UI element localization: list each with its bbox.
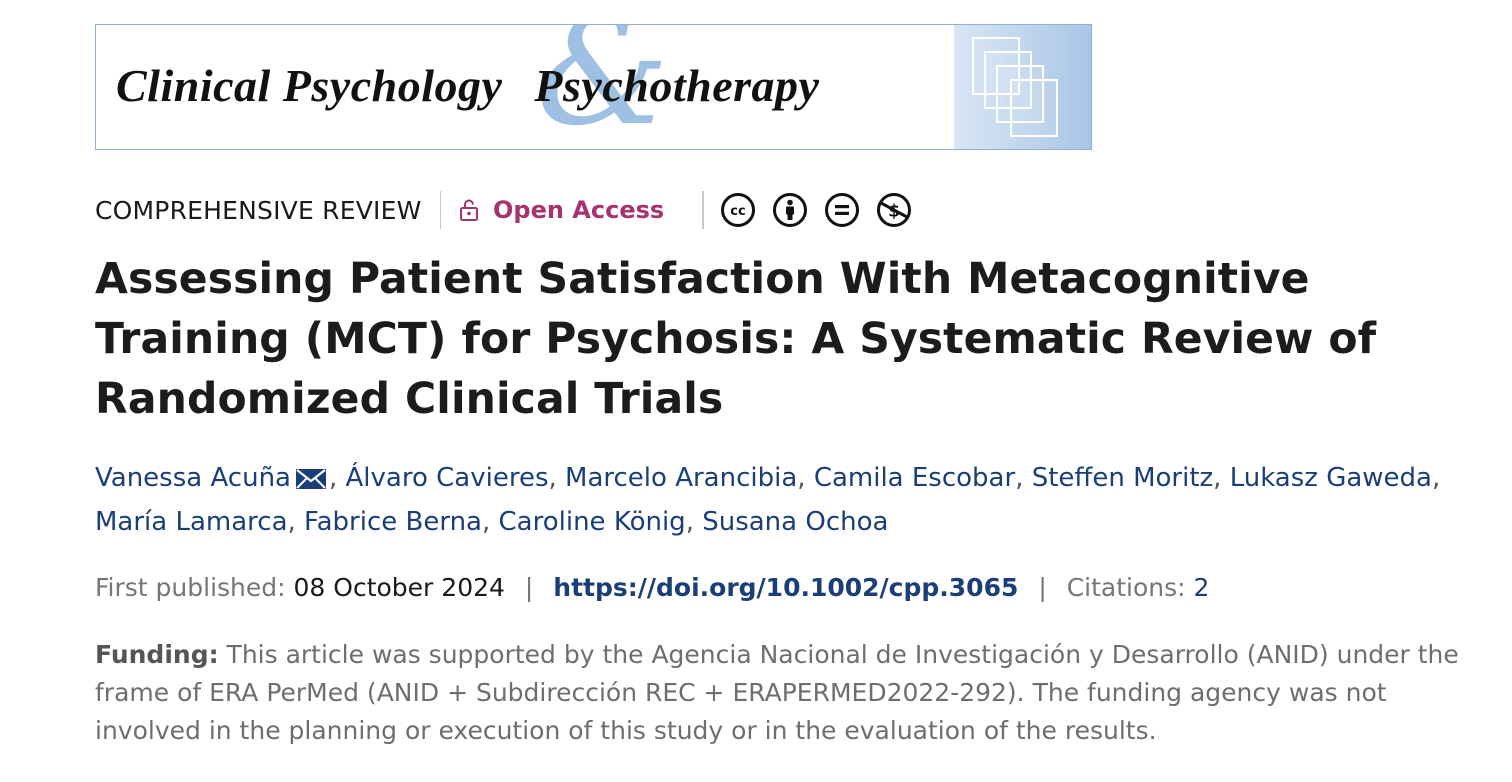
open-access-label: Open Access — [493, 196, 665, 224]
author-link[interactable]: Marcelo Arancibia — [565, 463, 798, 493]
journal-title-left: Clinical Psychology — [116, 60, 503, 111]
author-link[interactable]: Caroline König — [498, 507, 686, 537]
funding-text: This article was supported by the Agenci… — [95, 640, 1459, 745]
divider — [439, 191, 441, 229]
journal-title-right: Psychotherapy — [534, 60, 820, 111]
author-list: Vanessa Acuña, Álvaro Cavieres, Marcelo … — [95, 458, 1495, 542]
author-separator: , — [797, 463, 814, 493]
article-type-label: COMPREHENSIVE REVIEW — [95, 195, 422, 225]
author-separator: , — [1431, 463, 1441, 493]
author-link[interactable]: Susana Ochoa — [702, 507, 889, 537]
no-derivatives-icon — [824, 192, 860, 228]
non-commercial-icon: $ — [876, 192, 912, 228]
author-link[interactable]: Camila Escobar — [813, 463, 1016, 493]
journal-banner[interactable]: & Clinical Psychology Psychotherapy — [95, 24, 1092, 150]
first-published-label: First published: — [95, 573, 286, 602]
envelope-icon[interactable] — [295, 462, 327, 502]
by-attribution-icon — [772, 192, 808, 228]
author-separator: , — [548, 463, 566, 493]
author-separator: , — [287, 507, 305, 537]
first-published-date: 08 October 2024 — [293, 573, 505, 602]
author-link[interactable]: Fabrice Berna — [304, 507, 482, 537]
doi-link[interactable]: https://doi.org/10.1002/cpp.3065 — [553, 573, 1019, 602]
author-link[interactable]: Vanessa Acuña — [95, 463, 291, 493]
author-separator: , — [481, 507, 499, 537]
svg-text:cc: cc — [730, 204, 745, 219]
article-meta-row: COMPREHENSIVE REVIEW Open Access cc — [95, 188, 912, 232]
author-separator: , — [685, 507, 703, 537]
author-link[interactable]: Lukasz Gaweda — [1229, 463, 1432, 493]
author-separator: , — [328, 463, 346, 493]
ampersand-logo: & — [536, 24, 670, 150]
divider — [702, 191, 704, 229]
author-link[interactable]: Steffen Moritz — [1031, 463, 1214, 493]
journal-title: Clinical Psychology Psychotherapy — [116, 59, 819, 112]
funding-statement: Funding: This article was supported by t… — [95, 636, 1475, 750]
cc-icon: cc — [720, 192, 756, 228]
author-separator: , — [1213, 463, 1230, 493]
open-access-badge[interactable]: Open Access — [459, 196, 664, 224]
article-title: Assessing Patient Satisfaction With Meta… — [95, 255, 1377, 424]
author-link[interactable]: Álvaro Cavieres — [345, 463, 549, 493]
funding-label: Funding: — [95, 640, 219, 669]
publication-info: First published: 08 October 2024 | https… — [95, 568, 1209, 608]
citations-count-link[interactable]: 2 — [1193, 573, 1210, 602]
author-separator: , — [1015, 463, 1032, 493]
separator-bar: | — [524, 573, 534, 602]
author-link[interactable]: María Lamarca — [95, 507, 288, 537]
journal-pages-graphic — [954, 25, 1091, 149]
unlocked-padlock-icon — [460, 199, 478, 221]
license-icons[interactable]: cc $ — [720, 192, 912, 228]
separator-bar: | — [1038, 573, 1047, 602]
citations-label: Citations: — [1066, 573, 1186, 602]
